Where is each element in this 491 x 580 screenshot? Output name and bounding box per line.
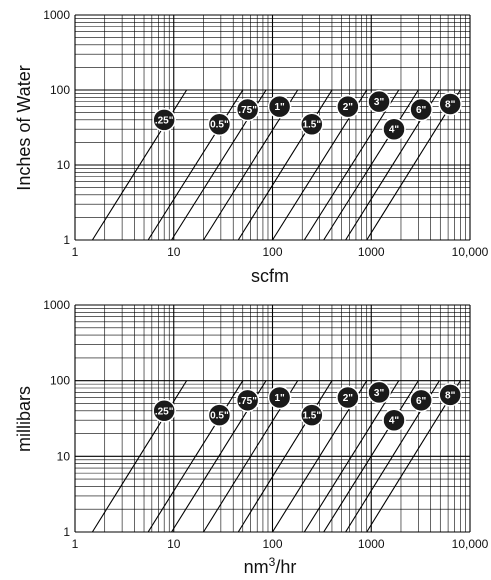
chart-nm3hr-pipe-size-label: 8" xyxy=(445,390,456,401)
chart-nm3hr-x-tick-label: 10 xyxy=(167,537,181,551)
chart-scfm-pipe-size-badge xyxy=(438,92,462,116)
chart-scfm-y-tick-label: 100 xyxy=(50,83,70,97)
chart-nm3hr-pipe-size-badge xyxy=(235,388,260,413)
chart-scfm-pipe-size-label: 8" xyxy=(445,100,456,111)
chart-scfm-series: .25" 0.5" .75" 1" 1.5" 2" 3" 4" 6" 8" xyxy=(91,89,462,241)
chart-scfm-x-tick-label: 10,000 xyxy=(452,245,489,259)
chart-nm3hr-pipe-size-label: .75" xyxy=(238,396,257,407)
chart-nm3hr-x-tick-label: 100 xyxy=(262,537,282,551)
chart-scfm-series-line xyxy=(147,89,244,241)
chart-nm3hr-y-tick-label: 100 xyxy=(50,374,70,388)
chart-scfm-pipe-size-badge xyxy=(267,94,292,119)
chart-scfm-series-line xyxy=(303,89,400,241)
chart-scfm-x-tick-label: 10 xyxy=(167,245,181,259)
chart-nm3hr-series-line xyxy=(323,380,419,533)
chart-scfm-pipe-size-label: 4" xyxy=(389,125,400,136)
chart-nm3hr-pipe-size-label: .25" xyxy=(155,406,174,417)
chart-scfm-pipe-size-badge xyxy=(409,97,433,122)
chart-scfm: .25" 0.5".75" 1"1.5"2" 3"4"6" 8" 1 10 100 1000 1… xyxy=(14,8,489,286)
chart-scfm-pipe-size-label: 0.5" xyxy=(210,120,229,131)
chart-nm3hr-pipe-size-badge xyxy=(152,399,176,423)
chart-nm3hr-pipe-size-label: 1.5" xyxy=(302,411,321,422)
chart-scfm-x-ticks: 1 10 100 1000 10,000 xyxy=(72,245,489,259)
chart-scfm-series-line xyxy=(366,89,461,241)
chart-nm3hr-pipe-size-badge xyxy=(207,403,232,427)
chart-scfm-pipe-size-label: 1" xyxy=(274,102,285,113)
chart-nm3hr-y-ticks: 1 10 100 1000 xyxy=(43,298,70,539)
chart-scfm-pipe-size-label: 3" xyxy=(374,97,385,108)
chart-nm3hr-pipe-size-badge xyxy=(367,380,391,405)
chart-nm3hr-y-tick-label: 1000 xyxy=(43,298,70,312)
chart-nm3hr-y-axis-title: millibars xyxy=(14,386,34,452)
chart-scfm-y-tick-label: 1 xyxy=(63,233,70,247)
chart-scfm-y-ticks: 1 10 100 1000 xyxy=(43,8,70,247)
chart-scfm-series-line xyxy=(323,89,419,241)
chart-scfm-pipe-size-badge xyxy=(336,94,360,119)
chart-scfm-y-tick-label: 1000 xyxy=(43,8,70,22)
chart-scfm-grid xyxy=(74,14,471,241)
chart-scfm-pipe-size-badge xyxy=(207,112,232,136)
chart-nm3hr-series-line xyxy=(147,380,244,533)
chart-scfm-y-axis-title: Inches of Water xyxy=(14,65,34,190)
chart-scfm-pipe-size-label: 1.5" xyxy=(302,120,321,131)
chart-nm3hr-pipe-size-label: 1" xyxy=(274,393,285,404)
chart-nm3hr-y-tick-label: 1 xyxy=(63,525,70,539)
chart-nm3hr-pipe-size-badge xyxy=(382,408,406,432)
chart-nm3hr-pipe-size-label: 0.5" xyxy=(210,411,229,422)
chart-nm3hr-pipe-size-label: 2" xyxy=(343,393,354,404)
chart-nm3hr-x-tick-label: 1000 xyxy=(358,537,385,551)
chart-nm3hr-pipe-size-label: 6" xyxy=(416,396,427,407)
chart-nm3hr-pipe-size-badge xyxy=(300,403,324,427)
chart-nm3hr-x-tick-label: 10,000 xyxy=(452,537,489,551)
chart-nm3hr-y-tick-label: 10 xyxy=(57,449,71,463)
chart-scfm-pipe-size-label: .75" xyxy=(238,105,257,116)
chart-nm3hr-series-line xyxy=(303,380,400,533)
chart-nm3hr-pipe-size-badge xyxy=(438,383,462,407)
chart-scfm-x-axis-title: scfm xyxy=(251,266,289,286)
chart-nm3hr: .25" 0.5".75" 1"1.5"2" 3"4"6" 8" 1 10 100 1000 1… xyxy=(14,298,489,577)
chart-scfm-pipe-size-label: .25" xyxy=(155,115,174,126)
chart-scfm-pipe-size-label: 2" xyxy=(343,102,354,113)
chart-nm3hr-pipe-size-badge xyxy=(336,385,360,410)
chart-nm3hr-pipe-size-label: 4" xyxy=(389,416,400,427)
chart-scfm-pipe-size-badge xyxy=(152,108,176,132)
chart-nm3hr-series: .25" 0.5" .75" 1" 1.5" 2" 3" 4" 6" 8" xyxy=(91,380,462,533)
chart-scfm-x-tick-label: 100 xyxy=(262,245,282,259)
chart-nm3hr-x-ticks: 1 10 100 1000 10,000 xyxy=(72,537,489,551)
chart-nm3hr-x-tick-label: 1 xyxy=(72,537,79,551)
chart-scfm-pipe-size-badge xyxy=(367,89,391,114)
chart-scfm-x-tick-label: 1 xyxy=(72,245,79,259)
chart-scfm-pipe-size-badge xyxy=(235,97,260,122)
chart-scfm-pipe-size-label: 6" xyxy=(416,105,427,116)
chart-nm3hr-pipe-size-label: 3" xyxy=(374,388,385,399)
chart-scfm-y-tick-label: 10 xyxy=(57,158,71,172)
chart-scfm-pipe-size-badge xyxy=(382,117,406,141)
chart-scfm-x-tick-label: 1000 xyxy=(358,245,385,259)
chart-nm3hr-x-axis-title: nm3/hr xyxy=(244,555,297,577)
chart-nm3hr-pipe-size-badge xyxy=(267,385,292,410)
chart-nm3hr-grid xyxy=(74,304,471,533)
chart-scfm-pipe-size-badge xyxy=(300,112,324,136)
chart-nm3hr-pipe-size-badge xyxy=(409,388,433,413)
chart-nm3hr-series-line xyxy=(366,380,461,533)
